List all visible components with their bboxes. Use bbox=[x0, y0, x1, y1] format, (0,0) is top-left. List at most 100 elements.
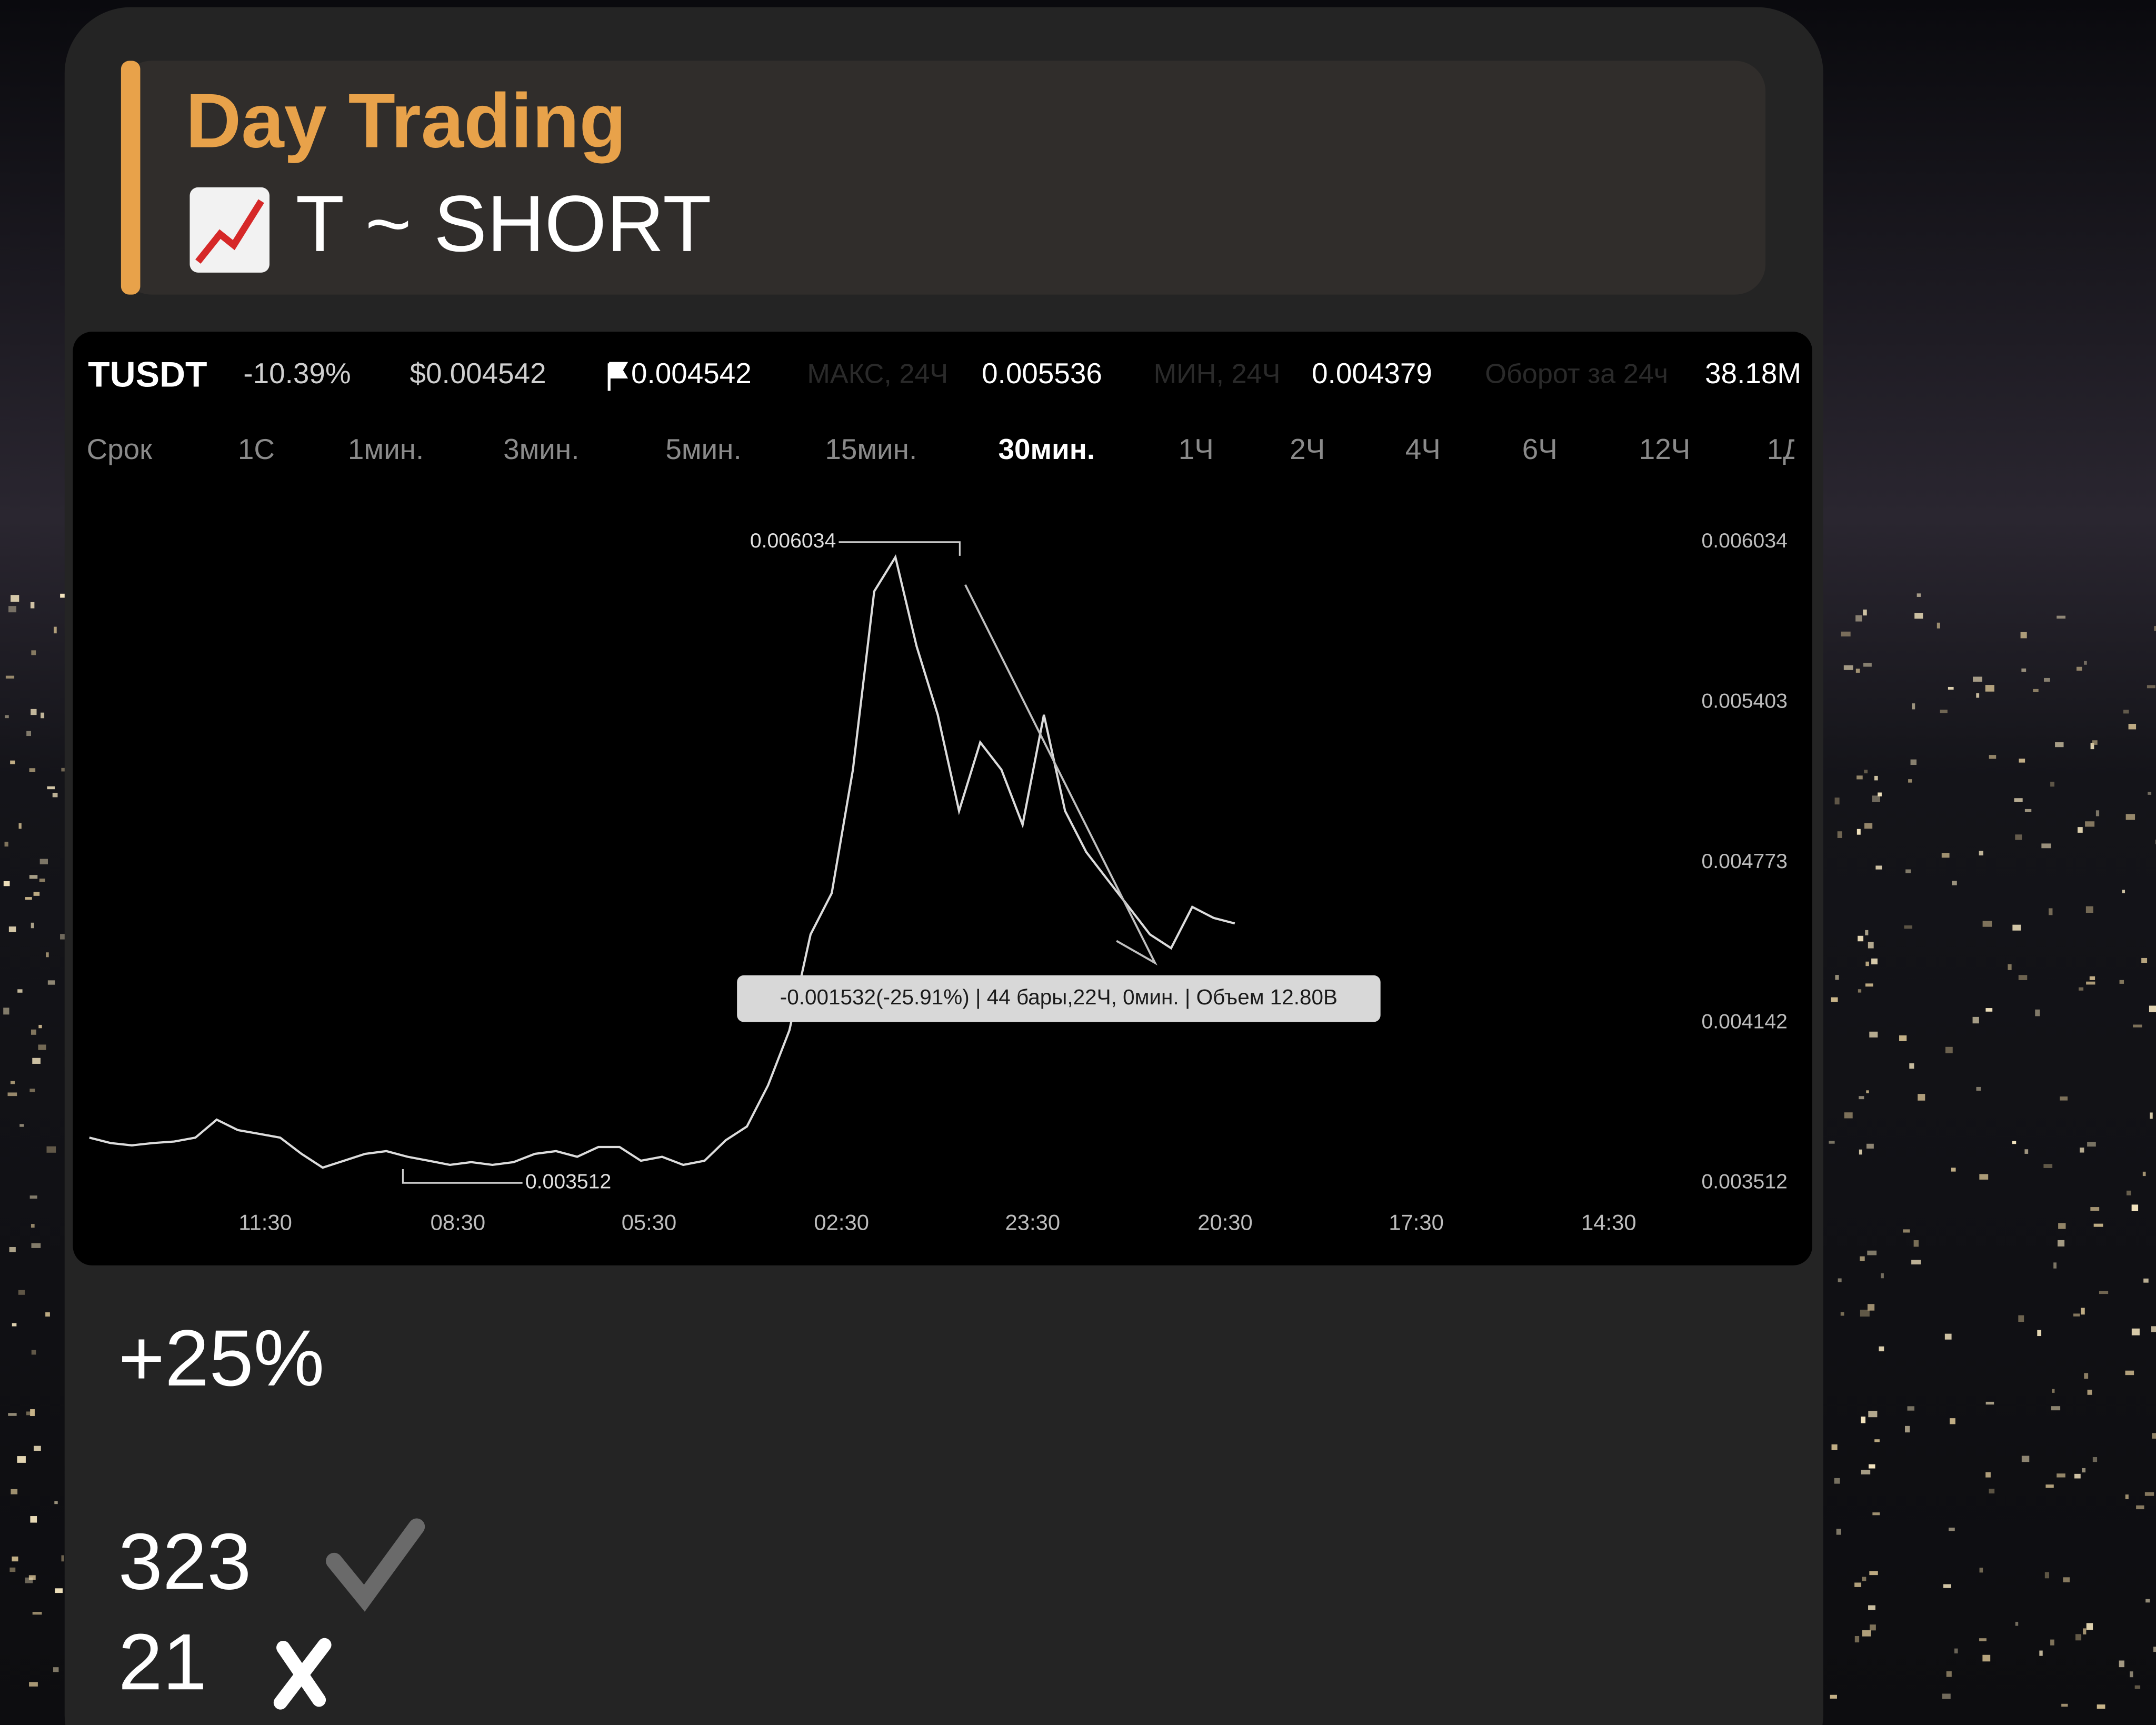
light bbox=[2092, 740, 2098, 745]
light bbox=[2149, 1005, 2156, 1012]
timeframe[interactable]: 1мин. bbox=[348, 433, 424, 465]
light bbox=[2145, 1599, 2150, 1603]
light bbox=[1979, 851, 1983, 856]
low-annotation: 0.003512 bbox=[525, 1171, 611, 1193]
timeframe[interactable]: 1Д bbox=[1767, 433, 1803, 465]
y-tick-label: 0.004773 bbox=[1702, 850, 1788, 873]
light bbox=[2081, 1308, 2085, 1315]
light bbox=[1836, 1529, 1841, 1535]
light bbox=[34, 1445, 41, 1451]
light bbox=[2151, 1326, 2156, 1332]
price-chart: 0.006034 0.005403 0.004773 0.004142 0.003512… bbox=[89, 530, 1788, 1235]
light bbox=[1982, 1654, 1991, 1662]
timeframe[interactable]: 4Ч bbox=[1405, 433, 1441, 465]
timeframe[interactable]: 5мин. bbox=[665, 433, 741, 465]
light bbox=[1985, 1472, 1991, 1478]
x-tick-label: 05:30 bbox=[622, 1210, 677, 1235]
light bbox=[1982, 921, 1992, 927]
light bbox=[2012, 1141, 2017, 1144]
light bbox=[2018, 975, 2028, 980]
light bbox=[11, 595, 19, 602]
light bbox=[2019, 759, 2025, 763]
light bbox=[2021, 668, 2027, 672]
light bbox=[26, 1411, 32, 1415]
light bbox=[31, 1224, 35, 1228]
light bbox=[1861, 1470, 1871, 1474]
light bbox=[1862, 1630, 1871, 1637]
price-line bbox=[89, 554, 1235, 1169]
light bbox=[2092, 1457, 2098, 1462]
timeframe[interactable]: 30мин. bbox=[998, 433, 1095, 465]
light bbox=[1834, 1478, 1840, 1484]
light bbox=[1937, 622, 1940, 629]
light bbox=[17, 1456, 26, 1463]
chart-icon bbox=[189, 187, 270, 273]
light bbox=[1862, 1577, 1866, 1581]
light bbox=[1858, 989, 1862, 993]
light bbox=[60, 593, 65, 598]
timeframe[interactable]: 1С bbox=[238, 433, 275, 465]
x-tick-label: 23:30 bbox=[1005, 1210, 1061, 1235]
timeframe[interactable]: 2Ч bbox=[1290, 433, 1325, 465]
light bbox=[1881, 1273, 1884, 1279]
light bbox=[2057, 615, 2066, 619]
light bbox=[1875, 865, 1882, 870]
light bbox=[1867, 1304, 1875, 1311]
change: -10.39% bbox=[243, 357, 351, 390]
timeframe[interactable]: 12Ч bbox=[1639, 433, 1691, 465]
timeframe[interactable]: 15мин. bbox=[825, 433, 917, 465]
light bbox=[1838, 1278, 1842, 1282]
light bbox=[61, 767, 68, 772]
light bbox=[2050, 781, 2054, 787]
light bbox=[2097, 1704, 2105, 1709]
light bbox=[1979, 1174, 1989, 1180]
header-accent bbox=[121, 61, 141, 295]
light bbox=[19, 1124, 24, 1127]
light bbox=[2018, 1315, 2024, 1322]
light bbox=[2155, 840, 2156, 844]
light bbox=[55, 1588, 63, 1593]
light bbox=[1942, 1693, 1951, 1699]
light bbox=[30, 1409, 35, 1417]
light bbox=[1830, 1694, 1837, 1699]
light bbox=[2060, 1096, 2068, 1101]
light bbox=[2050, 1639, 2054, 1646]
timeframe[interactable]: 6Ч bbox=[1522, 433, 1558, 465]
timeframe[interactable]: 1Ч bbox=[1179, 433, 1214, 465]
light bbox=[1910, 759, 1917, 765]
light bbox=[7, 1092, 17, 1096]
light bbox=[1976, 1086, 1981, 1091]
light bbox=[38, 1024, 42, 1029]
light bbox=[2075, 1634, 2082, 1641]
light bbox=[2053, 1262, 2057, 1269]
light bbox=[1868, 1605, 1875, 1610]
light bbox=[1878, 792, 1882, 796]
header-title: Day Trading bbox=[186, 78, 626, 164]
light bbox=[2084, 661, 2087, 665]
light bbox=[31, 1243, 41, 1248]
light bbox=[61, 1555, 64, 1562]
light bbox=[1869, 1031, 1878, 1038]
light bbox=[1979, 1568, 1983, 1573]
light bbox=[1904, 925, 1913, 929]
light bbox=[2020, 632, 2027, 639]
light bbox=[1944, 1333, 1952, 1340]
high-annotation: 0.006034 bbox=[750, 530, 836, 552]
light bbox=[2048, 908, 2053, 915]
light bbox=[28, 1575, 36, 1580]
light bbox=[47, 980, 55, 985]
losses: 21 bbox=[118, 1618, 207, 1707]
light bbox=[2148, 792, 2152, 795]
light bbox=[2082, 1468, 2086, 1473]
light bbox=[1831, 1444, 1838, 1450]
light bbox=[1941, 853, 1950, 858]
light bbox=[1868, 1464, 1875, 1469]
light bbox=[31, 1350, 36, 1355]
timeframe[interactable]: 3мин. bbox=[503, 433, 579, 465]
light bbox=[10, 1081, 15, 1084]
light bbox=[2055, 742, 2064, 747]
light bbox=[1872, 795, 1880, 802]
light bbox=[2128, 724, 2137, 730]
light bbox=[2039, 1650, 2043, 1656]
timeframe[interactable]: Срок bbox=[87, 433, 153, 465]
